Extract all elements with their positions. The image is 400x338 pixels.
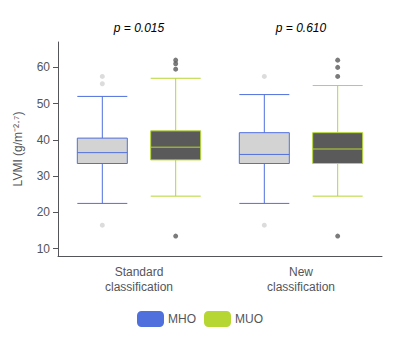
svg-text:p = 0.015: p = 0.015 xyxy=(113,21,165,35)
svg-text:30: 30 xyxy=(37,169,51,183)
svg-text:40: 40 xyxy=(37,133,51,147)
svg-text:MHO: MHO xyxy=(168,312,196,326)
svg-text:classification: classification xyxy=(105,280,173,294)
svg-text:classification: classification xyxy=(267,280,335,294)
svg-text:50: 50 xyxy=(37,97,51,111)
svg-text:60: 60 xyxy=(37,60,51,74)
svg-text:MUO: MUO xyxy=(235,312,263,326)
svg-text:New: New xyxy=(289,265,313,279)
svg-text:p = 0.610: p = 0.610 xyxy=(275,21,327,35)
svg-text:10: 10 xyxy=(37,242,51,256)
svg-text:LVMI (g/m⁻²·⁷): LVMI (g/m⁻²·⁷) xyxy=(11,112,25,187)
svg-text:Standard: Standard xyxy=(115,265,164,279)
svg-text:20: 20 xyxy=(37,205,51,219)
